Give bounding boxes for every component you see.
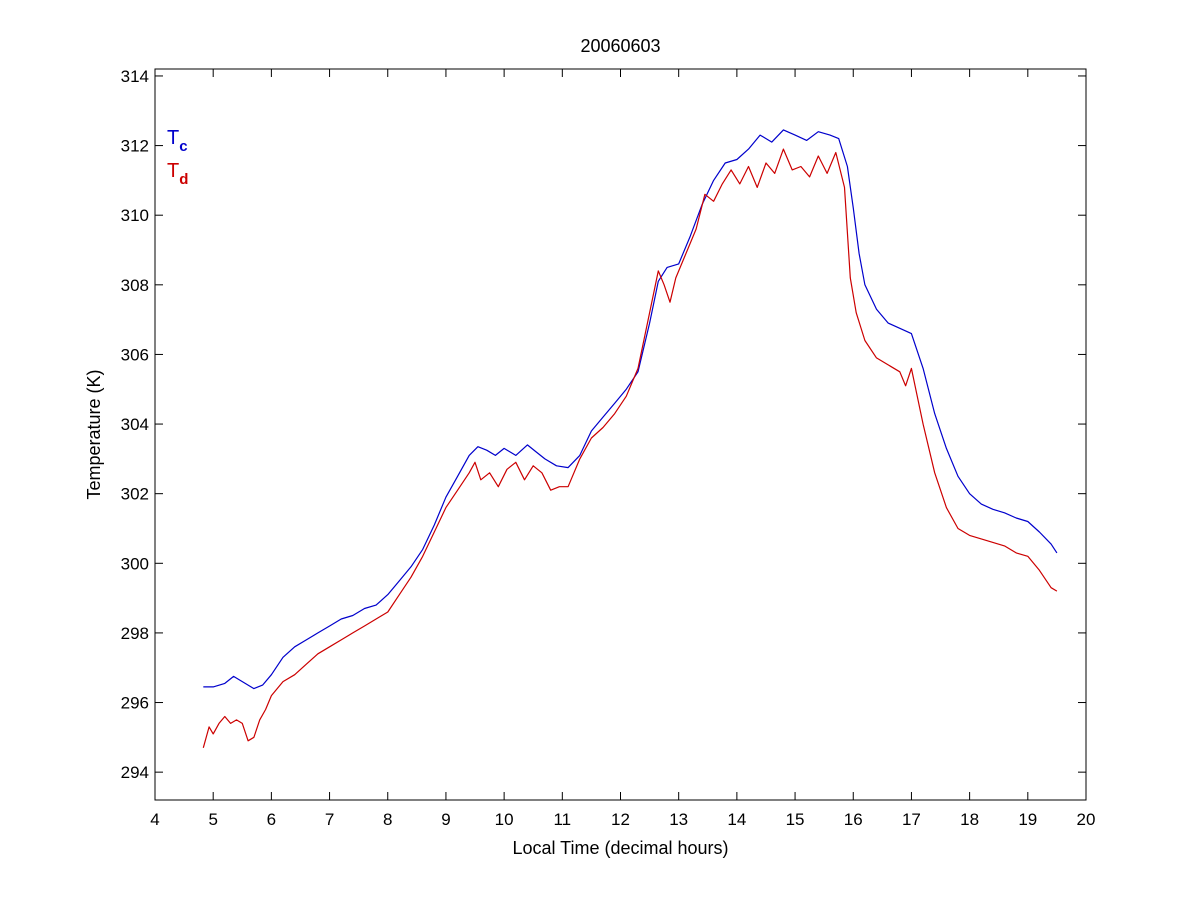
x-tick-label: 19: [1018, 810, 1037, 829]
x-axis-ticks: 4 5 6 7 8 9 10 11 12 13 14 15 16 17 18 19 20: [150, 69, 1095, 829]
x-tick-label: 15: [786, 810, 805, 829]
x-tick-label: 12: [611, 810, 630, 829]
y-tick-label: 296: [121, 694, 149, 713]
x-tick-label: 8: [383, 810, 392, 829]
legend-entry-d: Td: [167, 160, 188, 188]
x-tick-label: 5: [208, 810, 217, 829]
y-axis-ticks: 294 296 298 300 302 304 306 308 310 312 314: [121, 67, 1086, 782]
y-tick-label: 298: [121, 624, 149, 643]
x-tick-label: 6: [267, 810, 276, 829]
x-tick-label: 7: [325, 810, 334, 829]
legend-entry-c: Tc: [167, 127, 188, 155]
y-tick-label: 294: [121, 763, 149, 782]
chart-title: 20060603: [580, 36, 660, 56]
series-line-td: [202, 148, 1058, 748]
x-tick-label: 20: [1077, 810, 1096, 829]
plot-area-frame: [154, 68, 1087, 801]
y-tick-label: 308: [121, 276, 149, 295]
x-tick-label: 9: [441, 810, 450, 829]
y-tick-label: 312: [121, 137, 149, 156]
series-line-tc: [203, 129, 1058, 690]
y-axis-label: Temperature (K): [84, 369, 104, 499]
y-tick-label: 302: [121, 485, 149, 504]
y-tick-label: 306: [121, 345, 149, 364]
x-tick-label: 4: [150, 810, 159, 829]
x-axis-label: Local Time (decimal hours): [512, 838, 728, 858]
y-tick-label: 314: [121, 67, 149, 86]
x-tick-label: 10: [495, 810, 514, 829]
y-tick-label: 300: [121, 554, 149, 573]
x-tick-label: 11: [553, 810, 571, 829]
x-tick-label: 14: [727, 810, 746, 829]
x-tick-label: 18: [960, 810, 979, 829]
y-tick-label: 310: [121, 206, 149, 225]
legend: Tc Td: [167, 127, 188, 188]
x-tick-label: 16: [844, 810, 863, 829]
x-tick-label: 13: [669, 810, 688, 829]
series-layer: [202, 129, 1058, 748]
y-tick-label: 304: [121, 415, 149, 434]
x-tick-label: 17: [902, 810, 921, 829]
